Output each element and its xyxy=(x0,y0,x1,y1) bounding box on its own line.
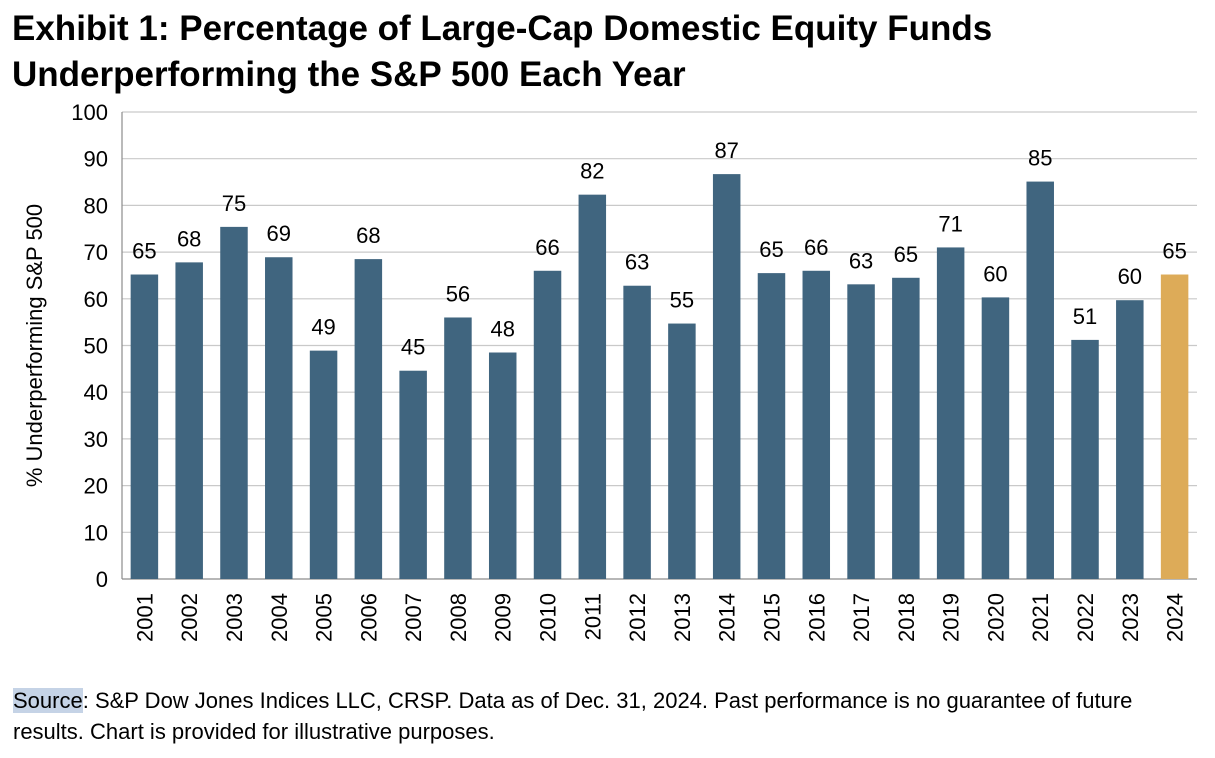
bar-chart: 0 10 20 30 40 50 60 70 80 90 100 % Underperforming … xyxy=(22,100,1197,642)
y-axis-title: % Underperforming S&P 500 xyxy=(22,204,47,487)
bar-2023 xyxy=(1116,300,1144,579)
data-label-2004: 69 xyxy=(267,221,291,246)
data-label-2001: 65 xyxy=(132,239,156,264)
data-label-2019: 71 xyxy=(938,211,962,236)
data-label-2014: 87 xyxy=(714,138,738,163)
x-tick-label-2008: 2008 xyxy=(446,593,471,642)
x-tick-label-2006: 2006 xyxy=(356,593,381,642)
chart-title-line1: Exhibit 1: Percentage of Large-Cap Domes… xyxy=(12,9,993,48)
bar-2012 xyxy=(623,285,651,579)
y-tick-label: 100 xyxy=(71,100,108,125)
x-tick-label-2023: 2023 xyxy=(1118,593,1143,642)
bar-2007 xyxy=(399,370,427,579)
data-label-2021: 85 xyxy=(1028,146,1052,171)
chart-title-line2: Underperforming the S&P 500 Each Year xyxy=(12,55,686,94)
x-tick-label-2015: 2015 xyxy=(759,593,784,642)
data-label-2010: 66 xyxy=(535,235,559,260)
data-label-2008: 56 xyxy=(446,281,470,306)
y-tick-label: 0 xyxy=(96,567,108,592)
x-tick-label-2020: 2020 xyxy=(983,593,1008,642)
y-tick-label: 50 xyxy=(84,334,108,359)
y-tick-label: 40 xyxy=(84,380,108,405)
x-tick-label-2004: 2004 xyxy=(267,593,292,642)
x-tick-label-2002: 2002 xyxy=(177,593,202,642)
x-tick-label-2021: 2021 xyxy=(1028,593,1053,642)
y-tick-label: 10 xyxy=(84,520,108,545)
bar-2024 xyxy=(1160,274,1189,579)
data-label-2022: 51 xyxy=(1073,304,1097,329)
bar-2001 xyxy=(130,274,159,579)
x-tick-label-2013: 2013 xyxy=(670,593,695,642)
y-tick-label: 20 xyxy=(84,474,108,499)
bar-2009 xyxy=(488,352,517,579)
data-label-2020: 60 xyxy=(983,261,1007,286)
chart-title: Exhibit 1: Percentage of Large-Cap Domes… xyxy=(12,6,1202,98)
x-tick-label-2003: 2003 xyxy=(222,593,247,642)
data-label-2007: 45 xyxy=(401,335,425,360)
data-label-2018: 65 xyxy=(894,242,918,267)
source-note: Source: S&P Dow Jones Indices LLC, CRSP.… xyxy=(13,685,1203,747)
x-tick-label-2001: 2001 xyxy=(132,593,157,642)
data-label-2005: 49 xyxy=(311,315,335,340)
y-tick-label: 30 xyxy=(84,427,108,452)
data-label-2003: 75 xyxy=(222,191,246,216)
bar-2006 xyxy=(354,259,383,579)
data-label-2009: 48 xyxy=(490,317,514,342)
x-tick-label-2019: 2019 xyxy=(939,593,964,642)
y-tick-label: 80 xyxy=(84,193,108,218)
source-label: Source xyxy=(13,688,83,713)
x-tick-label-2011: 2011 xyxy=(580,593,605,640)
bar-2005 xyxy=(309,350,338,579)
data-label-2023: 60 xyxy=(1118,264,1142,289)
x-tick-label-2005: 2005 xyxy=(312,593,337,642)
bar-2021 xyxy=(1026,181,1054,579)
y-tick-label: 90 xyxy=(84,147,108,172)
bar-2010 xyxy=(533,270,562,579)
bar-2020 xyxy=(981,297,1010,579)
bar-2003 xyxy=(220,226,248,579)
x-tick-label-2018: 2018 xyxy=(894,593,919,642)
x-tick-label-2012: 2012 xyxy=(625,593,650,642)
data-label-2024: 65 xyxy=(1162,239,1186,264)
data-label-2011: 82 xyxy=(580,159,604,184)
x-tick-label-2007: 2007 xyxy=(401,593,426,642)
bar-2011 xyxy=(578,194,607,579)
y-tick-label: 60 xyxy=(84,287,108,312)
bar-2008 xyxy=(444,317,472,579)
data-label-2002: 68 xyxy=(177,226,201,251)
bar-2022 xyxy=(1071,339,1099,579)
bar-2004 xyxy=(265,257,293,579)
bar-2014 xyxy=(712,174,741,579)
bar-2017 xyxy=(847,284,875,579)
bar-2018 xyxy=(892,277,920,579)
x-tick-label-2024: 2024 xyxy=(1163,593,1188,642)
bar-2002 xyxy=(175,262,203,579)
source-text: : S&P Dow Jones Indices LLC, CRSP. Data … xyxy=(13,688,1133,744)
data-label-2015: 65 xyxy=(759,237,783,262)
bar-2015 xyxy=(757,273,786,579)
y-tick-label: 70 xyxy=(84,240,108,265)
x-tick-label-2009: 2009 xyxy=(491,593,516,642)
bar-2019 xyxy=(936,247,965,579)
x-tick-label-2016: 2016 xyxy=(804,593,829,642)
data-label-2013: 55 xyxy=(670,288,694,313)
data-label-2006: 68 xyxy=(356,223,380,248)
bar-2013 xyxy=(668,323,696,579)
bar-2016 xyxy=(802,270,831,579)
x-tick-label-2022: 2022 xyxy=(1073,593,1098,642)
x-tick-label-2017: 2017 xyxy=(849,593,874,642)
data-label-2012: 63 xyxy=(625,250,649,275)
x-tick-label-2010: 2010 xyxy=(536,593,561,642)
data-label-2017: 63 xyxy=(849,248,873,273)
x-tick-label-2014: 2014 xyxy=(715,593,740,642)
data-label-2016: 66 xyxy=(804,235,828,260)
